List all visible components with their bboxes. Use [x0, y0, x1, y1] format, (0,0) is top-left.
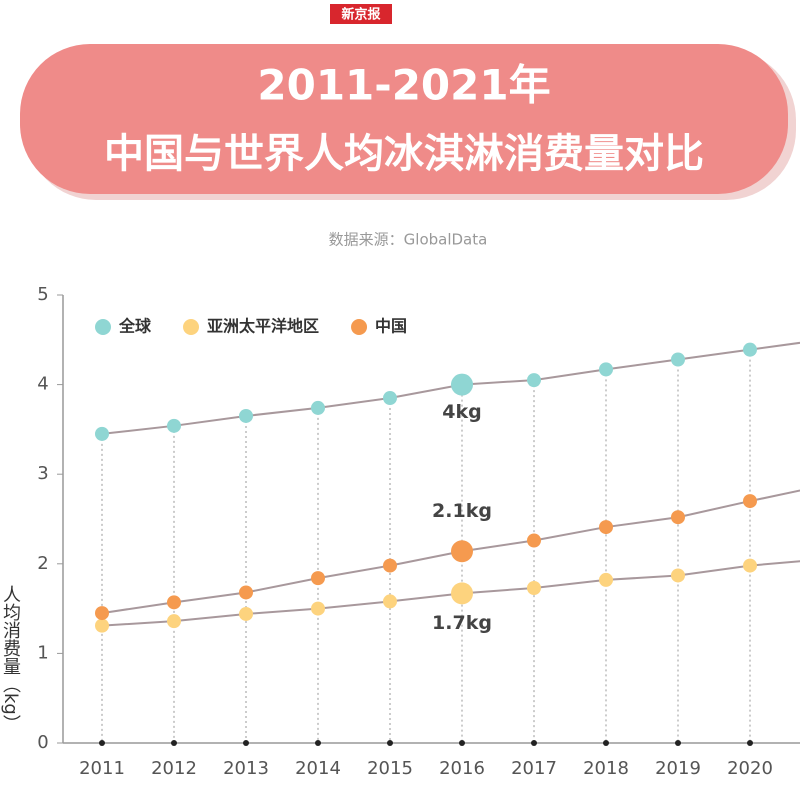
point — [527, 580, 541, 595]
y-axis-label: 人均消费量（kg） — [0, 585, 21, 733]
y-tick-label: 1 — [37, 642, 48, 663]
y-tick-label: 2 — [37, 553, 48, 574]
axis-dot — [171, 740, 177, 746]
x-tick-label: 2019 — [655, 758, 701, 779]
axis-dot — [387, 740, 393, 746]
point — [311, 601, 325, 616]
point — [383, 558, 397, 573]
point — [167, 418, 181, 433]
y-tick-label: 3 — [37, 463, 48, 484]
legend-label: 亚洲太平洋地区 — [207, 317, 319, 336]
point — [95, 618, 109, 633]
legend-marker — [351, 319, 368, 335]
x-tick-label: 2018 — [583, 758, 629, 779]
chart-title: 2011-2021年 — [257, 61, 550, 110]
legend-marker — [95, 319, 111, 335]
x-tick-label: 2020 — [727, 758, 773, 779]
x-tick-label: 2012 — [151, 758, 197, 779]
point — [599, 520, 613, 535]
point — [743, 494, 757, 509]
point — [239, 606, 253, 621]
axis-dot — [243, 740, 249, 746]
point — [599, 572, 613, 587]
brand: 新京报 — [341, 7, 381, 23]
brand-logo — [330, 4, 392, 24]
point — [527, 533, 541, 548]
source: 数据来源：GlobalData — [329, 231, 488, 249]
axis-dot — [603, 740, 609, 746]
x-tick-label: 2014 — [295, 758, 341, 779]
point — [311, 400, 325, 415]
y-tick-label: 5 — [37, 284, 48, 305]
point — [239, 585, 253, 600]
x-tick-label: 2016 — [439, 758, 485, 779]
y-tick-label: 0 — [37, 732, 48, 753]
point — [95, 606, 109, 621]
annotation: 4kg — [442, 401, 481, 423]
point — [95, 426, 109, 441]
point — [671, 352, 685, 367]
axis-dot — [99, 740, 105, 746]
point — [239, 408, 253, 423]
chart-subtitle: 中国与世界人均冰淇淋消费量对比 — [104, 131, 704, 177]
legend-label: 全球 — [118, 317, 152, 336]
point — [167, 595, 181, 610]
point — [383, 594, 397, 609]
point — [599, 362, 613, 377]
point — [383, 391, 397, 406]
point — [743, 342, 757, 357]
legend-marker — [183, 319, 200, 335]
x-tick-label: 2013 — [223, 758, 269, 779]
x-tick-label: 2011 — [79, 758, 125, 779]
x-tick-label: 2015 — [367, 758, 413, 779]
axis-dot — [675, 740, 681, 746]
point — [167, 614, 181, 629]
point — [671, 568, 685, 583]
axis-dot — [459, 740, 465, 746]
title-banner — [20, 44, 788, 194]
legend-label: 中国 — [375, 317, 407, 336]
y-tick-label: 4 — [37, 374, 48, 395]
point — [451, 373, 473, 396]
annotation: 2.1kg — [432, 500, 492, 522]
x-tick-label: 2017 — [511, 758, 557, 779]
point — [671, 510, 685, 525]
annotation: 1.7kg — [432, 612, 492, 634]
point — [527, 373, 541, 388]
point — [451, 540, 473, 563]
point — [311, 571, 325, 586]
axis-dot — [315, 740, 321, 746]
point — [451, 582, 473, 605]
axis-dot — [531, 740, 537, 746]
axis-dot — [747, 740, 753, 746]
point — [743, 558, 757, 573]
